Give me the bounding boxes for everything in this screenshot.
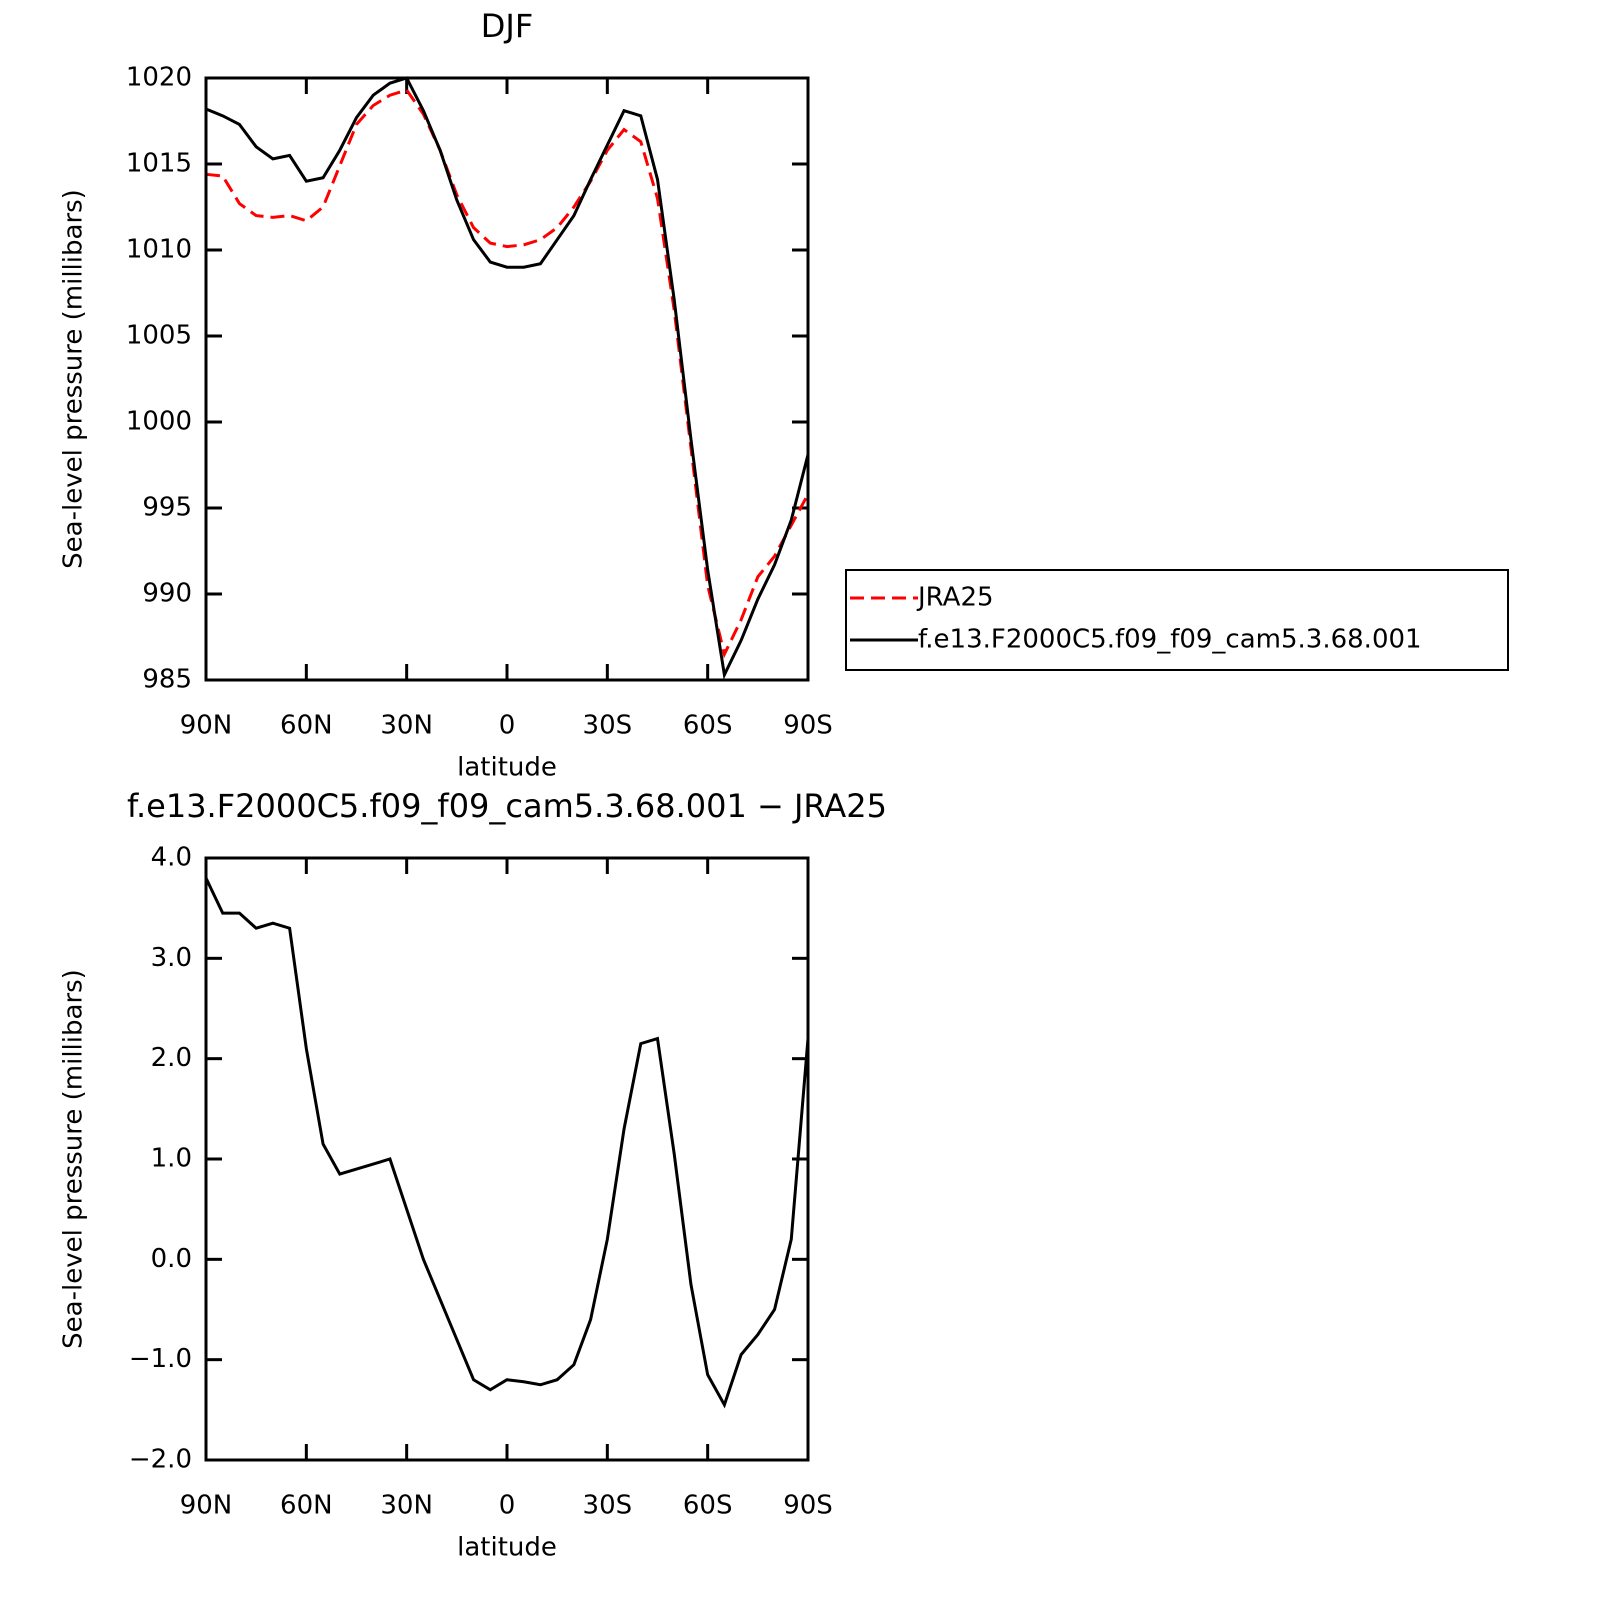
x-tick-label: 0 [499,711,516,741]
y-tick-label: 1015 [126,149,192,179]
plot-frame [204,76,810,682]
y-tick-label: −1.0 [129,1344,192,1374]
y-tick-label: 0.0 [151,1244,192,1274]
y-tick-label: 1020 [126,63,192,93]
x-tick-label: 90N [180,711,233,741]
legend-label: f.e13.F2000C5.f09_f09_cam5.3.68.001 [918,625,1422,655]
plot-frame [204,856,810,1462]
y-tick-label: 1005 [126,321,192,351]
y-tick-label: 985 [142,665,192,695]
y-tick-label: 2.0 [151,1043,192,1073]
series-line [205,88,810,659]
y-tick-label: 1010 [126,235,192,265]
series-line [204,877,810,1409]
y-tick-label: 4.0 [151,843,192,873]
x-tick-label: 90N [180,1491,233,1521]
y-tick-label: −2.0 [129,1445,192,1475]
x-tick-label: 30S [583,1491,633,1521]
x-tick-label: 90S [783,711,833,741]
x-tick-label: 30N [380,711,433,741]
y-tick-label: 1.0 [151,1144,192,1174]
x-tick-label: 90S [783,1491,833,1521]
x-tick-label: 30S [583,711,633,741]
legend-box [845,569,1509,671]
legend-label: JRA25 [916,583,994,613]
x-tick-label: 60S [683,711,733,741]
y-tick-label: 1000 [126,407,192,437]
y-tick-label: 990 [142,579,192,609]
y-axis-label: Sea-level pressure (millibars) [59,189,89,569]
x-axis-label: latitude [457,753,557,783]
chart-title: DJF [481,7,533,45]
y-axis-label: Sea-level pressure (millibars) [59,969,89,1349]
x-tick-label: 30N [380,1491,433,1521]
x-tick-label: 0 [499,1491,516,1521]
series-line [205,76,810,680]
x-tick-label: 60N [280,1491,333,1521]
x-tick-label: 60S [683,1491,733,1521]
x-tick-label: 60N [280,711,333,741]
y-tick-label: 3.0 [151,943,192,973]
x-axis-label: latitude [457,1533,557,1563]
chart-title: f.e13.F2000C5.f09_f09_cam5.3.68.001 − JR… [127,787,887,825]
y-tick-label: 995 [142,493,192,523]
